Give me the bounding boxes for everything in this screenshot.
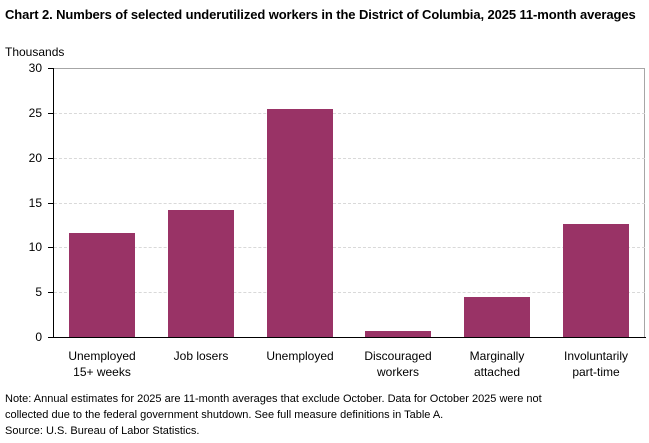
y-tick-label: 30	[28, 61, 42, 75]
y-axis	[53, 68, 54, 338]
x-category-label: Unemployed 15+ weeks	[53, 348, 151, 380]
y-tick-mark	[48, 158, 53, 159]
gridline	[54, 203, 645, 204]
y-tick-label: 25	[28, 106, 42, 120]
x-category-label: Marginally attached	[448, 348, 546, 380]
x-axis	[53, 337, 646, 338]
chart-title: Chart 2. Numbers of selected underutiliz…	[5, 7, 636, 22]
bar-unemployed-15-weeks	[69, 233, 135, 337]
y-tick-label: 20	[28, 151, 42, 165]
chart-footnote: Note: Annual estimates for 2025 are 11-m…	[5, 391, 645, 439]
y-tick-label: 5	[35, 285, 42, 299]
bar-discouraged-workers	[365, 331, 431, 337]
source-line: Source: U.S. Bureau of Labor Statistics.	[5, 425, 200, 437]
x-category-label-line: 15+ weeks	[73, 365, 131, 379]
note-line-2: collected due to the federal government …	[5, 409, 444, 421]
y-tick-mark	[48, 247, 53, 248]
y-tick-mark	[48, 203, 53, 204]
x-category-label: Discouraged workers	[349, 348, 447, 380]
y-tick-mark	[48, 292, 53, 293]
bar-involuntarily-part-time	[563, 224, 629, 337]
gridline	[54, 158, 645, 159]
note-line-1: Note: Annual estimates for 2025 are 11-m…	[5, 393, 542, 405]
x-category-label-line: Job losers	[173, 349, 229, 363]
bar-unemployed	[267, 109, 333, 337]
x-category-label-line: Discouraged	[364, 349, 432, 363]
y-tick-mark	[48, 68, 53, 69]
y-tick-label: 0	[35, 330, 42, 344]
x-category-label-line: attached	[473, 365, 521, 379]
x-category-label: Job losers	[152, 348, 250, 364]
y-tick-label: 15	[28, 196, 42, 210]
x-category-label-line: Unemployed	[68, 349, 136, 363]
bar-marginally-attached	[464, 297, 530, 337]
y-tick-mark	[48, 113, 53, 114]
bar-job-losers	[168, 210, 234, 337]
x-category-label-line: Marginally	[469, 349, 525, 363]
gridline	[54, 113, 645, 114]
x-category-label-line: workers	[376, 365, 419, 379]
y-axis-unit-label: Thousands	[5, 45, 65, 59]
gridline	[54, 247, 645, 248]
y-tick-mark	[48, 337, 53, 338]
x-category-label: Unemployed	[251, 348, 349, 364]
plot-area	[53, 68, 645, 337]
x-category-label: Involuntarily part-time	[547, 348, 645, 380]
x-category-label-line: Involuntarily	[563, 349, 629, 363]
x-category-label-line: Unemployed	[266, 349, 334, 363]
y-tick-label: 10	[28, 240, 42, 254]
x-category-label-line: part-time	[572, 365, 620, 379]
gridline	[54, 292, 645, 293]
